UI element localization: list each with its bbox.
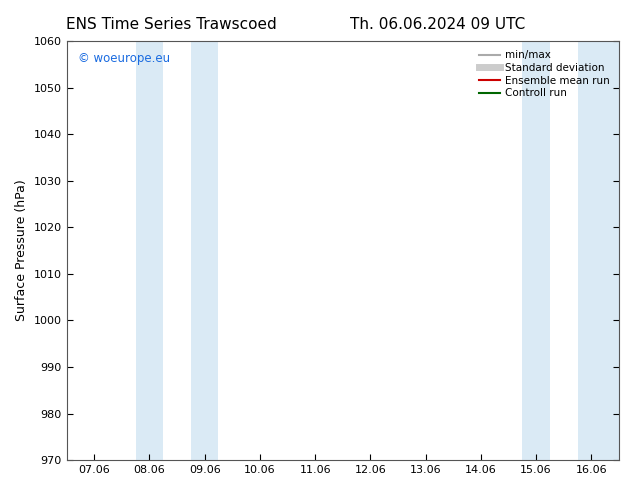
Bar [522, 41, 550, 460]
Bar [191, 41, 219, 460]
Bar [578, 41, 619, 460]
Text: Th. 06.06.2024 09 UTC: Th. 06.06.2024 09 UTC [350, 17, 525, 32]
Legend: min/max, Standard deviation, Ensemble mean run, Controll run: min/max, Standard deviation, Ensemble me… [475, 46, 614, 102]
Y-axis label: Surface Pressure (hPa): Surface Pressure (hPa) [15, 180, 28, 321]
Bar [136, 41, 163, 460]
Text: ENS Time Series Trawscoed: ENS Time Series Trawscoed [66, 17, 276, 32]
Text: © woeurope.eu: © woeurope.eu [77, 51, 170, 65]
